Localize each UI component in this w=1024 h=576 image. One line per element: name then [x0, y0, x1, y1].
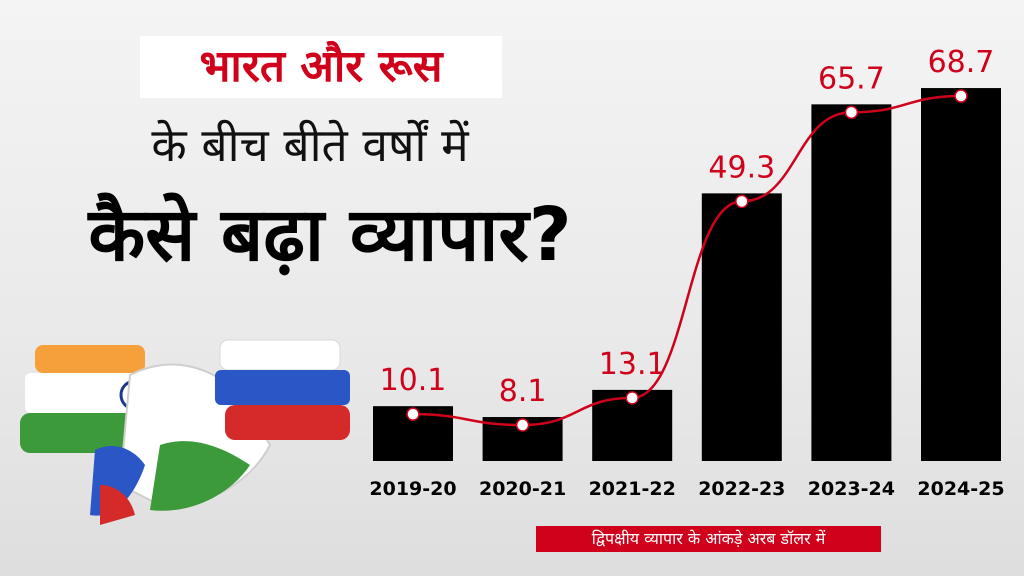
handshake-flags-icon [20, 339, 350, 525]
trend-point [406, 407, 420, 421]
data-label: 49.3 [708, 150, 775, 185]
x-tick-label: 2019-20 [369, 478, 456, 500]
trend-point [735, 194, 749, 209]
data-label: 68.7 [928, 45, 995, 80]
data-label: 8.1 [499, 374, 547, 409]
x-tick-label: 2024-25 [917, 478, 1004, 500]
bar-2022-23 [701, 193, 782, 461]
headline-line3: कैसे बढ़ा व्यापार? [88, 192, 572, 278]
data-label: 65.7 [818, 61, 885, 96]
trend-point [954, 89, 968, 103]
trend-point [625, 391, 639, 405]
data-label: 10.1 [380, 363, 447, 398]
headline-line2: के बीच बीते वर्षों में [151, 118, 469, 172]
data-label: 13.1 [599, 347, 666, 382]
hands-center [90, 363, 272, 525]
headline-box: भारत और रूस [140, 36, 502, 98]
headline-line1: भारत और रूस [199, 41, 443, 92]
trend-point [844, 105, 859, 120]
x-tick-label: 2023-24 [808, 478, 895, 500]
trend-point [515, 418, 530, 432]
x-tick-label: 2020-21 [479, 478, 566, 500]
x-tick-label: 2021-22 [589, 478, 676, 500]
bar-2023-24 [811, 104, 892, 461]
data-unit-note: द्विपक्षीय व्यापार के आंकड़े अरब डॉलर मे… [536, 526, 881, 552]
russia-flag-hand [215, 339, 350, 440]
x-tick-label: 2022-23 [698, 478, 785, 500]
bar-2024-25 [921, 88, 1001, 462]
